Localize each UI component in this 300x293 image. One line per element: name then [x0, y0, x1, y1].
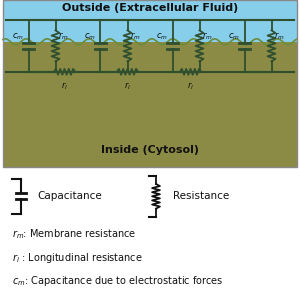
Text: Inside (Cytosol): Inside (Cytosol) — [101, 145, 199, 155]
Bar — [3, 0, 297, 42]
Text: $c_m$: $c_m$ — [12, 32, 24, 42]
Text: $c_m$: $c_m$ — [228, 32, 240, 42]
Text: $r_m$: $r_m$ — [274, 31, 284, 42]
Text: $c_m$: Capacitance due to electrostatic forces: $c_m$: Capacitance due to electrostatic … — [12, 274, 224, 288]
Text: Capacitance: Capacitance — [38, 191, 102, 201]
Text: $r_m$: Membrane resistance: $r_m$: Membrane resistance — [12, 227, 136, 241]
Text: $r_m$: $r_m$ — [130, 31, 140, 42]
Text: Resistance: Resistance — [172, 191, 229, 201]
Text: $r_m$: $r_m$ — [202, 31, 212, 42]
Bar — [3, 42, 297, 167]
Text: $r_l$: $r_l$ — [61, 80, 68, 91]
Text: $r_l$: $r_l$ — [124, 80, 131, 91]
Text: $r_l$ : Longitudinal resistance: $r_l$ : Longitudinal resistance — [12, 251, 143, 265]
Text: $c_m$: $c_m$ — [84, 32, 96, 42]
Text: Outside (Extracellular Fluid): Outside (Extracellular Fluid) — [62, 3, 238, 13]
Text: $r_m$: $r_m$ — [58, 31, 68, 42]
Text: $r_l$: $r_l$ — [187, 80, 194, 91]
Bar — [3, 0, 297, 167]
Text: $c_m$: $c_m$ — [156, 32, 168, 42]
